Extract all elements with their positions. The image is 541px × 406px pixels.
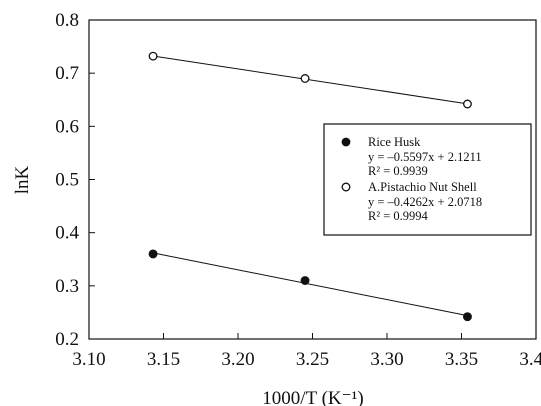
y-tick-label: 0.3 <box>55 276 79 297</box>
legend: Rice Husk y = –0.5597x + 2.1211 R² = 0.9… <box>323 123 532 236</box>
x-tick-label: 3.25 <box>296 349 329 370</box>
legend-box <box>323 123 532 236</box>
y-tick-label: 0.6 <box>55 116 79 137</box>
x-axis-title: 1000/T (K⁻¹) <box>262 388 363 406</box>
x-axis-ticks: 3.10 3.15 3.20 3.25 3.30 3.35 3.40 <box>72 333 541 370</box>
y-tick-label: 0.5 <box>55 170 79 191</box>
fit-line-series-1 <box>152 55 468 105</box>
x-tick-label: 3.15 <box>147 349 180 370</box>
legend-label-rice-husk: Rice Husk <box>368 135 421 149</box>
fit-line-series-0 <box>152 252 468 317</box>
legend-marker-pistachio <box>341 182 351 192</box>
legend-label-pistachio: A.Pistachio Nut Shell <box>368 180 477 194</box>
y-axis-ticks: 0.2 0.3 0.4 0.5 0.6 0.7 0.8 <box>55 10 95 350</box>
legend-r2-pistachio: R² = 0.9994 <box>368 209 429 223</box>
data-point-series-1 <box>463 99 472 109</box>
y-tick-label: 0.7 <box>55 63 79 84</box>
x-tick-label: 3.20 <box>221 349 254 370</box>
x-tick-label: 3.10 <box>72 349 105 370</box>
x-tick-label: 3.35 <box>445 349 478 370</box>
legend-r2-rice-husk: R² = 0.9939 <box>368 164 428 178</box>
data-point-series-0 <box>300 276 310 285</box>
y-axis-title: lnK <box>12 165 33 194</box>
data-point-series-0 <box>463 312 472 322</box>
data-point-series-1 <box>300 74 310 83</box>
data-points <box>148 51 472 322</box>
y-tick-label: 0.2 <box>55 329 79 350</box>
y-tick-label: 0.4 <box>55 223 79 244</box>
data-point-series-1 <box>148 51 158 61</box>
y-tick-label: 0.8 <box>55 10 79 31</box>
x-tick-label: 3.30 <box>370 349 403 370</box>
legend-equation-pistachio: y = –0.4262x + 2.0718 <box>368 195 482 209</box>
x-tick-label: 3.40 <box>519 349 541 370</box>
data-point-series-0 <box>148 249 158 259</box>
legend-equation-rice-husk: y = –0.5597x + 2.1211 <box>368 150 482 164</box>
legend-marker-rice-husk <box>341 137 351 147</box>
fit-lines <box>152 55 468 317</box>
